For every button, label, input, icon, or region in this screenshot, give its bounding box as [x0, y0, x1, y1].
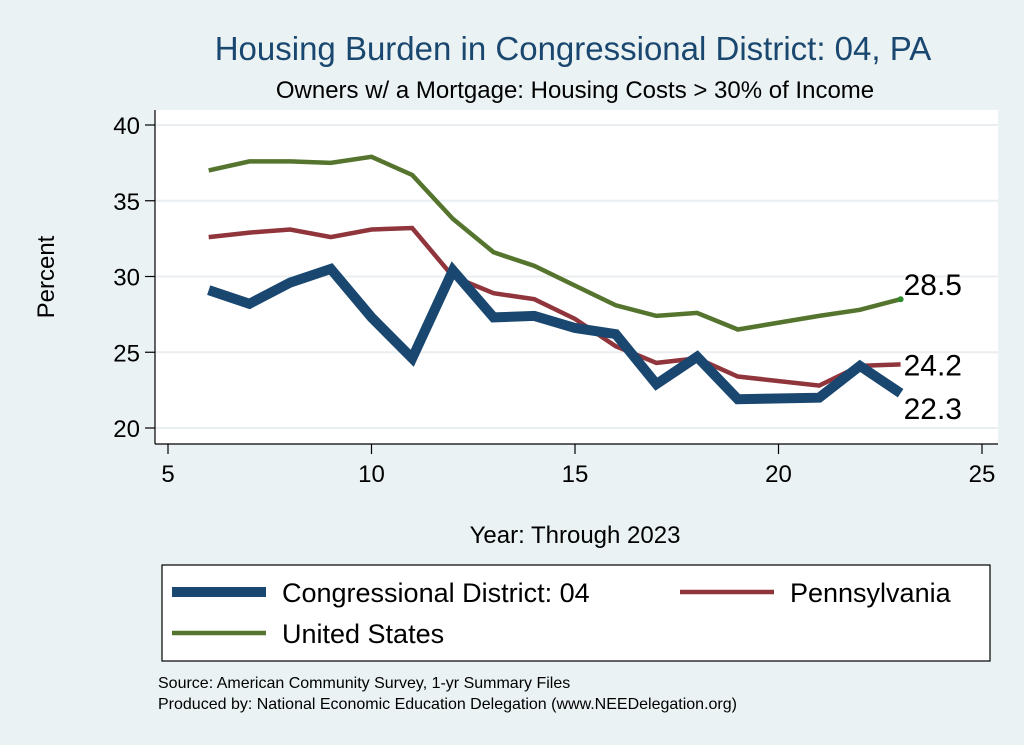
x-tick-label: 25 [969, 461, 996, 488]
end-labels: 22.3 24.2 28.5 [904, 269, 962, 426]
x-tick-label: 15 [562, 461, 589, 488]
end-label-2: 28.5 [904, 269, 962, 302]
x-tick-label: 10 [358, 461, 385, 488]
producer-line: Produced by: National Economic Education… [158, 696, 737, 713]
y-tick-label: 40 [113, 113, 140, 140]
y-tick-label: 30 [113, 265, 140, 292]
chart-subtitle: Owners w/ a Mortgage: Housing Costs > 30… [276, 77, 874, 104]
source-line: Source: American Community Survey, 1-yr … [158, 675, 570, 692]
series-line-1 [208, 225, 901, 388]
legend-label-1: Pennsylvania [790, 578, 952, 608]
end-label-0: 22.3 [904, 393, 962, 426]
y-tick-label: 35 [113, 189, 140, 216]
end-label-1: 24.2 [904, 349, 962, 382]
x-tick-label: 5 [161, 461, 174, 488]
y-tick-label: 20 [113, 416, 140, 443]
legend-label-2: United States [282, 619, 444, 649]
series-line-2 [208, 154, 902, 332]
gridlines [155, 124, 998, 429]
legend-label-0: Congressional District: 04 [282, 578, 590, 608]
end-point-marker [897, 296, 904, 303]
x-tick-label: 20 [765, 461, 792, 488]
chart-title: Housing Burden in Congressional District… [215, 30, 932, 67]
y-axis-title: Percent [33, 235, 60, 318]
x-axis-title: Year: Through 2023 [470, 522, 681, 549]
axes: 20 25 30 35 40 5 10 15 20 25 [113, 110, 998, 488]
series-lines [207, 154, 904, 405]
y-tick-label: 25 [113, 340, 140, 367]
series-line-0 [207, 261, 904, 405]
legend: Congressional District: 04 Pennsylvania Un… [172, 578, 952, 649]
legend-box [161, 564, 991, 662]
